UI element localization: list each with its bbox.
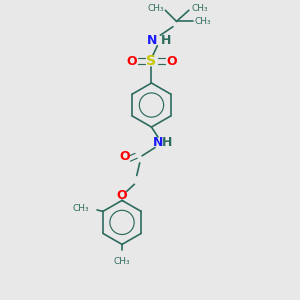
Text: CH₃: CH₃ [192, 4, 208, 13]
Text: O: O [166, 55, 177, 68]
Text: O: O [117, 190, 127, 202]
Text: H: H [161, 34, 172, 47]
Text: CH₃: CH₃ [148, 4, 164, 13]
Text: S: S [146, 54, 157, 68]
Text: O: O [126, 55, 137, 68]
Text: O: O [120, 150, 130, 163]
Text: H: H [162, 136, 172, 149]
Text: N: N [147, 34, 158, 47]
Text: CH₃: CH₃ [195, 17, 212, 26]
Text: CH₃: CH₃ [72, 204, 89, 213]
Text: N: N [153, 136, 163, 149]
Text: CH₃: CH₃ [114, 257, 130, 266]
